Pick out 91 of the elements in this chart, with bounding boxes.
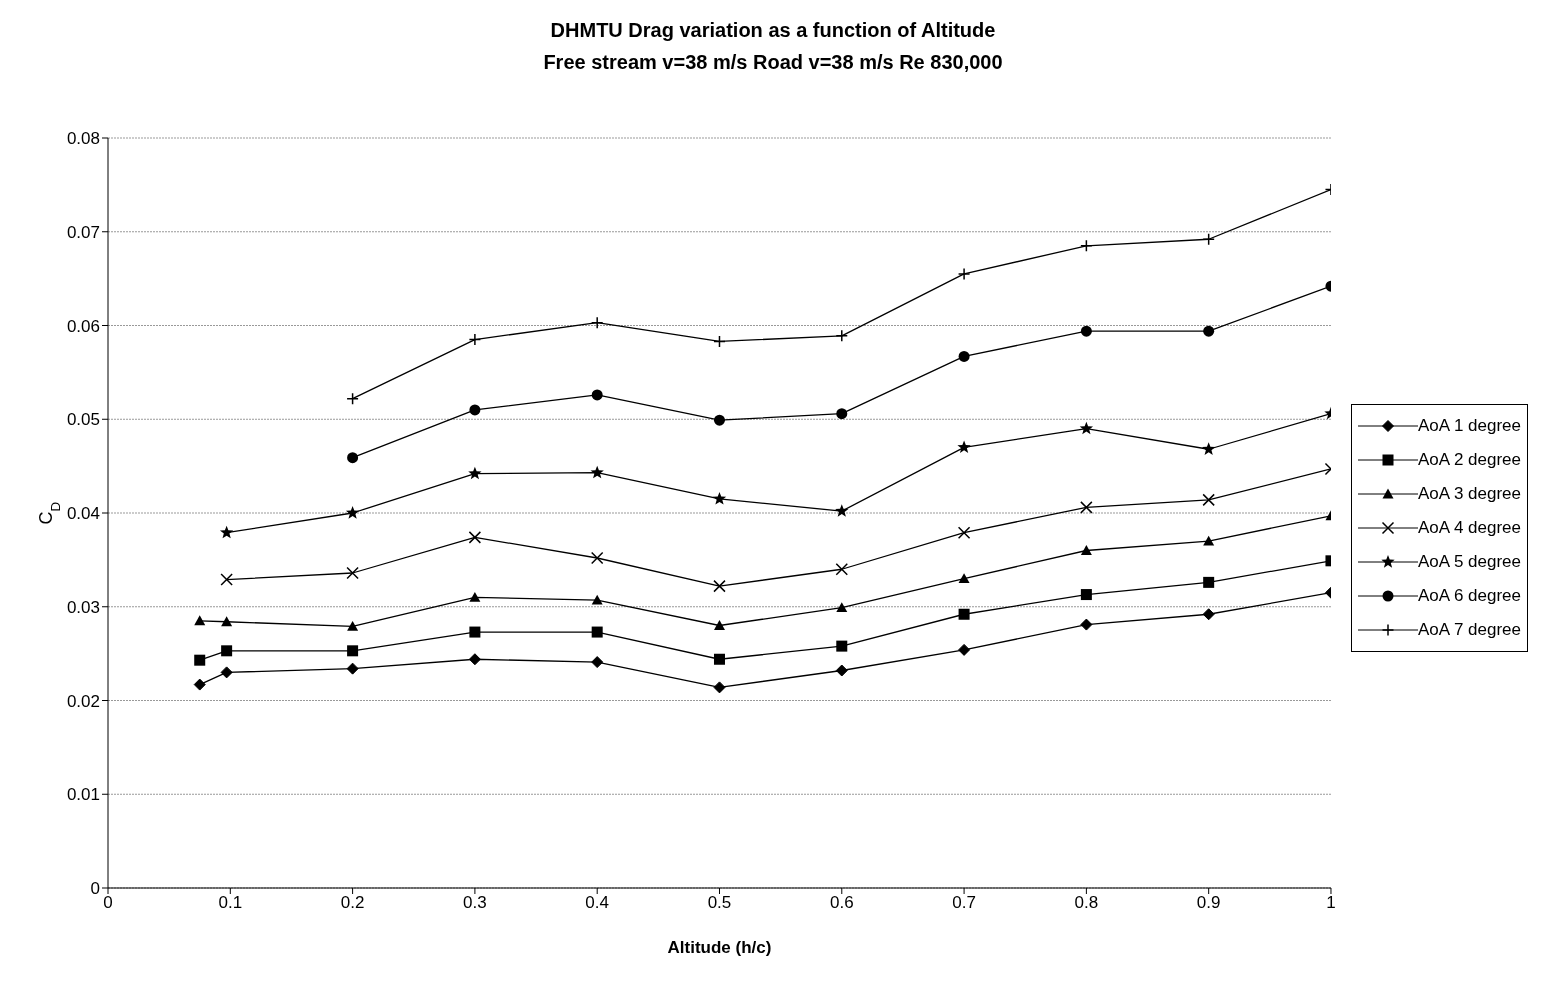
point [194, 615, 206, 626]
point [1080, 589, 1092, 601]
point [836, 640, 848, 652]
point [957, 440, 971, 454]
point [1202, 493, 1215, 507]
point [220, 666, 233, 679]
point [1079, 421, 1094, 435]
point [590, 465, 604, 479]
point [220, 573, 233, 586]
x-tick-label: 0 [103, 893, 113, 913]
point [345, 506, 360, 519]
point [836, 408, 848, 420]
point [194, 654, 206, 666]
point [713, 653, 725, 665]
x-tick-label: 0.2 [340, 893, 365, 913]
x-tick-label: 0.1 [218, 893, 243, 913]
point [590, 551, 604, 565]
point [221, 645, 233, 657]
chart-title: DHMTU Drag variation as a function of Altitude [549, 18, 997, 43]
point [193, 678, 206, 691]
point [1203, 325, 1215, 337]
point [835, 664, 848, 677]
point [836, 602, 848, 613]
legend-label: AoA 7 degree [1417, 620, 1521, 640]
point [835, 504, 849, 517]
point [346, 662, 359, 675]
point [468, 466, 482, 480]
point [958, 608, 970, 620]
x-axis-title: Altitude (h/c) [667, 938, 772, 957]
legend-label: AoA 6 degree [1417, 586, 1521, 606]
point [468, 653, 481, 666]
point [1080, 501, 1093, 514]
x-tick-label: 0.5 [707, 893, 732, 913]
point [1080, 239, 1093, 253]
point [712, 491, 727, 505]
point [957, 526, 971, 539]
x-tick-label: 1 [1326, 893, 1336, 913]
point [713, 335, 726, 348]
point [346, 392, 359, 405]
point [1202, 233, 1215, 246]
y-tick-label: 0.06 [66, 316, 100, 336]
legend-label: AoA 4 degree [1417, 518, 1521, 538]
y-tick-label: 0.05 [66, 410, 100, 430]
point [347, 452, 359, 464]
chart-subtitle: Free stream v=38 m/s Road v=38 m/s Re 830,000 [542, 50, 1004, 75]
point [835, 563, 849, 576]
x-tick-label: 0.3 [463, 893, 487, 913]
point [469, 626, 481, 638]
y-tick-label: 0 [90, 879, 100, 899]
point [591, 656, 604, 669]
point [591, 594, 603, 605]
legend-label: AoA 3 degree [1417, 484, 1521, 504]
y-tick-label: 0.08 [66, 129, 100, 149]
point [221, 616, 233, 627]
y-tick-label: 0.01 [66, 785, 100, 805]
point [713, 414, 725, 426]
point [591, 626, 603, 638]
y-tick-label: 0.04 [66, 504, 100, 524]
point [468, 531, 482, 544]
point [591, 389, 603, 401]
point [958, 573, 970, 584]
legend-label: AoA 2 degree [1417, 450, 1521, 470]
x-tick-label: 0.7 [952, 893, 976, 913]
legend-label: AoA 1 degree [1417, 416, 1521, 436]
point [347, 620, 359, 631]
y-tick-label: 0.02 [66, 691, 100, 711]
x-tick-label: 0.9 [1196, 893, 1221, 913]
point [958, 643, 971, 656]
point [958, 350, 970, 362]
point [1203, 576, 1215, 588]
point [219, 525, 234, 539]
point [347, 645, 359, 657]
y-tick-label: 0.03 [66, 597, 100, 617]
point [469, 591, 481, 602]
point [346, 566, 359, 580]
point [1080, 618, 1093, 631]
point [469, 404, 481, 416]
x-tick-label: 0.4 [585, 893, 610, 913]
x-tick-label: 0.8 [1074, 893, 1099, 913]
point [468, 333, 482, 346]
point [1203, 535, 1215, 546]
point [713, 620, 725, 630]
legend-label: AoA 5 degree [1417, 552, 1521, 572]
point [1202, 608, 1215, 621]
point [713, 681, 726, 694]
point [1080, 545, 1092, 555]
point [713, 579, 726, 593]
x-tick-label: 0.6 [829, 893, 854, 913]
point [1080, 325, 1092, 337]
y-tick-label: 0.07 [66, 222, 100, 242]
point [1202, 442, 1216, 455]
